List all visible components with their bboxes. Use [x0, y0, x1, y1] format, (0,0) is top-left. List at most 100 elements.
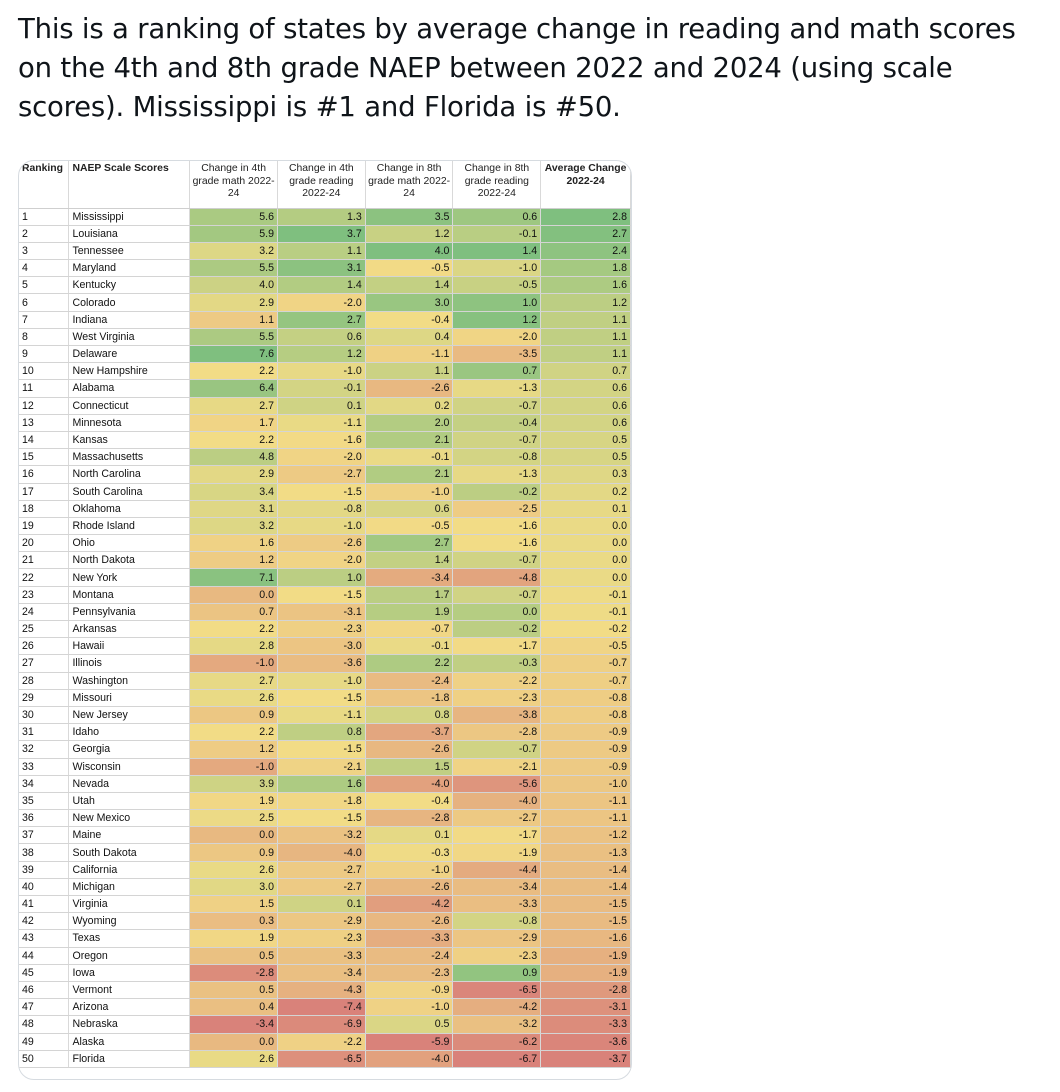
cell-average-change: -0.9	[540, 723, 631, 742]
cell-8th-reading: -0.2	[452, 483, 542, 501]
cell-state: Kansas	[68, 431, 191, 450]
cell-rank: 3	[19, 242, 70, 261]
cell-8th-math: 1.1	[365, 362, 454, 381]
cell-average-change: -1.0	[540, 775, 631, 793]
cell-4th-math: 3.0	[189, 878, 278, 897]
cell-rank: 12	[19, 397, 70, 415]
cell-rank: 30	[19, 706, 70, 725]
cell-state: Minnesota	[68, 414, 191, 432]
cell-8th-math: 2.0	[365, 414, 454, 432]
cell-rank: 32	[19, 740, 70, 759]
cell-4th-reading: -1.5	[277, 586, 366, 604]
cell-8th-reading: -4.2	[452, 998, 542, 1017]
cell-rank: 19	[19, 517, 70, 536]
tweet-media-image[interactable]: Ranking NAEP Scale Scores Change in 4th …	[18, 160, 632, 1080]
cell-4th-math: 4.8	[189, 448, 278, 467]
cell-8th-reading: -3.5	[452, 345, 542, 364]
cell-8th-reading: -2.7	[452, 809, 542, 828]
cell-state: Delaware	[68, 345, 191, 364]
cell-4th-math: 1.7	[189, 414, 278, 432]
cell-average-change: -0.8	[540, 706, 631, 725]
cell-rank: 18	[19, 500, 70, 518]
cell-average-change: 1.8	[540, 259, 631, 278]
table-row: 26 Hawaii 2.8 -3.0 -0.1 -1.7 -0.5	[19, 637, 631, 656]
cell-4th-math: 2.2	[189, 431, 278, 450]
cell-4th-reading: 1.3	[277, 208, 366, 226]
cell-state: Maryland	[68, 259, 191, 278]
header-average-change: Average Change 2022-24	[540, 161, 631, 209]
cell-4th-math: 2.6	[189, 689, 278, 707]
cell-8th-reading: -1.3	[452, 379, 542, 398]
cell-rank: 33	[19, 758, 70, 776]
cell-8th-reading: -2.8	[452, 723, 542, 742]
cell-rank: 4	[19, 259, 70, 278]
table-body: 1 Mississippi 5.6 1.3 3.5 0.6 2.8 2 Louisiana 5.9…	[19, 208, 631, 1068]
cell-state: Montana	[68, 586, 191, 604]
cell-state: Maine	[68, 826, 191, 845]
cell-4th-math: 7.6	[189, 345, 278, 364]
cell-8th-reading: -2.3	[452, 689, 542, 707]
table-row: 5 Kentucky 4.0 1.4 1.4 -0.5 1.6	[19, 276, 631, 295]
cell-state: Georgia	[68, 740, 191, 759]
cell-rank: 46	[19, 981, 70, 1000]
cell-4th-reading: 0.1	[277, 397, 366, 415]
cell-8th-math: -0.5	[365, 259, 454, 278]
cell-8th-reading: -1.9	[452, 843, 542, 862]
cell-4th-reading: -1.5	[277, 689, 366, 707]
cell-8th-math: -1.8	[365, 689, 454, 707]
cell-4th-reading: -2.0	[277, 293, 366, 312]
cell-4th-math: 5.9	[189, 225, 278, 243]
cell-8th-math: 1.5	[365, 758, 454, 776]
cell-state: Washington	[68, 672, 191, 690]
cell-average-change: -1.3	[540, 843, 631, 862]
cell-average-change: -0.7	[540, 654, 631, 673]
cell-state: Nevada	[68, 775, 191, 793]
cell-state: Wisconsin	[68, 758, 191, 776]
cell-8th-reading: -4.4	[452, 861, 542, 879]
header-ranking: Ranking	[19, 161, 70, 209]
cell-4th-math: 3.9	[189, 775, 278, 793]
cell-8th-math: -2.8	[365, 809, 454, 828]
cell-4th-reading: -6.5	[277, 1050, 366, 1068]
table-row: 20 Ohio 1.6 -2.6 2.7 -1.6 0.0	[19, 534, 631, 553]
cell-8th-math: -2.6	[365, 379, 454, 398]
cell-average-change: -0.1	[540, 586, 631, 604]
cell-8th-reading: -2.0	[452, 328, 542, 347]
cell-state: Colorado	[68, 293, 191, 312]
cell-average-change: 1.1	[540, 311, 631, 329]
cell-4th-math: 0.5	[189, 947, 278, 965]
cell-8th-reading: 1.0	[452, 293, 542, 312]
cell-state: Illinois	[68, 654, 191, 673]
cell-4th-math: 0.9	[189, 843, 278, 862]
cell-rank: 44	[19, 947, 70, 965]
table-row: 15 Massachusetts 4.8 -2.0 -0.1 -0.8 0.5	[19, 448, 631, 467]
cell-8th-reading: -2.2	[452, 672, 542, 690]
cell-4th-math: 0.0	[189, 826, 278, 845]
cell-rank: 14	[19, 431, 70, 450]
cell-rank: 22	[19, 568, 70, 587]
cell-rank: 49	[19, 1033, 70, 1051]
cell-8th-math: -2.4	[365, 672, 454, 690]
cell-4th-reading: -1.6	[277, 431, 366, 450]
table-row: 37 Maine 0.0 -3.2 0.1 -1.7 -1.2	[19, 826, 631, 845]
cell-average-change: 2.4	[540, 242, 631, 261]
cell-4th-math: 2.2	[189, 362, 278, 381]
cell-average-change: 0.7	[540, 362, 631, 381]
cell-state: Tennessee	[68, 242, 191, 261]
cell-average-change: 0.2	[540, 483, 631, 501]
cell-8th-reading: 0.7	[452, 362, 542, 381]
header-8th-reading: Change in 8th grade reading 2022-24	[452, 161, 542, 209]
cell-state: Alaska	[68, 1033, 191, 1051]
table-row: 7 Indiana 1.1 2.7 -0.4 1.2 1.1	[19, 311, 631, 329]
cell-4th-reading: -2.3	[277, 620, 366, 639]
cell-state: New York	[68, 568, 191, 587]
cell-8th-math: 3.0	[365, 293, 454, 312]
table-row: 46 Vermont 0.5 -4.3 -0.9 -6.5 -2.8	[19, 981, 631, 1000]
header-4th-math: Change in 4th grade math 2022-24	[189, 161, 278, 209]
cell-average-change: -1.4	[540, 878, 631, 897]
cell-8th-math: 2.1	[365, 465, 454, 484]
cell-state: Indiana	[68, 311, 191, 329]
cell-8th-reading: -0.7	[452, 740, 542, 759]
table-row: 25 Arkansas 2.2 -2.3 -0.7 -0.2 -0.2	[19, 620, 631, 639]
cell-8th-math: 0.8	[365, 706, 454, 725]
